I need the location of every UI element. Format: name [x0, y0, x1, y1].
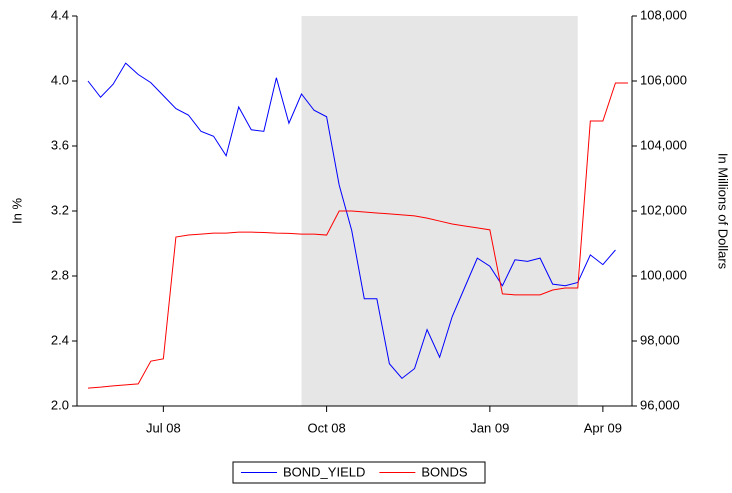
y-tick-label: 2.4 [51, 332, 69, 347]
y-tick-label: 4.4 [51, 7, 69, 22]
y2-tick-label: 106,000 [640, 72, 687, 87]
x-tick-label: Jul 08 [146, 420, 181, 435]
y2-tick-label: 100,000 [640, 267, 687, 282]
x-tick-label: Jan 09 [470, 420, 509, 435]
y-axis-label: In % [9, 198, 24, 224]
y-tick-label: 2.0 [51, 397, 69, 412]
y-tick-label: 2.8 [51, 267, 69, 282]
y2-tick-label: 98,000 [640, 332, 680, 347]
legend-box [232, 461, 486, 484]
y2-tick-label: 102,000 [640, 202, 687, 217]
y2-tick-label: 108,000 [640, 7, 687, 22]
y-tick-label: 3.6 [51, 137, 69, 152]
x-tick-label: Apr 09 [584, 420, 622, 435]
legend-label: BOND_YIELD [283, 464, 365, 479]
y-tick-label: 4.0 [51, 72, 69, 87]
y2-tick-label: 96,000 [640, 397, 680, 412]
x-tick-label: Oct 08 [307, 420, 345, 435]
legend-label: BONDS [421, 464, 468, 479]
series-line [87, 82, 628, 389]
y-tick-label: 3.2 [51, 202, 69, 217]
series-line [87, 62, 616, 380]
y2-tick-label: 104,000 [640, 137, 687, 152]
y2-axis-label: In Millions of Dollars [716, 153, 731, 270]
